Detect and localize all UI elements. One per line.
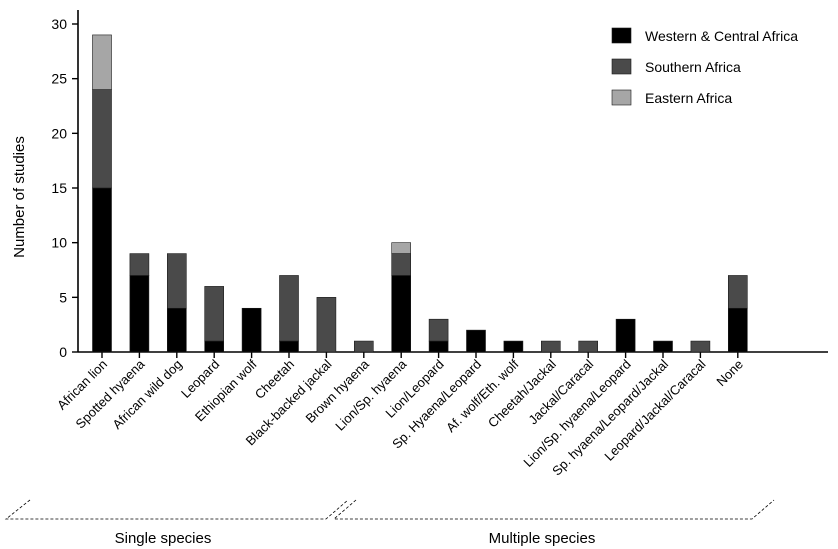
bar-segment	[353, 340, 374, 353]
group-label: Multiple species	[489, 530, 596, 547]
bar-segment	[727, 307, 748, 353]
x-tick-label: None	[713, 357, 746, 390]
legend-swatch	[611, 89, 632, 106]
bar-segment	[690, 340, 711, 353]
bar-segment	[92, 89, 112, 189]
x-tick-label: Jackal/Caracal	[525, 356, 596, 427]
bar-segment	[615, 318, 636, 353]
bar-segment	[540, 340, 561, 353]
bars	[92, 34, 748, 353]
category-groups: Single species Multiple species	[4, 499, 775, 547]
bar-segment	[578, 340, 599, 353]
y-axis-label: Number of studies	[11, 136, 28, 258]
group-bracket-single	[4, 499, 349, 520]
bar-segment	[428, 340, 449, 353]
bar-segment	[391, 242, 412, 254]
bar-segment	[129, 253, 150, 276]
group-label: Single species	[115, 530, 212, 547]
y-tick-label: 20	[51, 125, 67, 141]
bar-segment	[391, 253, 412, 276]
legend-swatch	[611, 58, 632, 75]
bar-segment	[167, 253, 187, 309]
bar-segment	[279, 275, 299, 342]
bar-segment	[279, 340, 299, 353]
legend-entry: Western & Central Africa	[645, 28, 798, 44]
y-tick-label: 0	[59, 344, 67, 360]
bar-segment	[204, 340, 224, 353]
legend-entry: Southern Africa	[645, 59, 741, 75]
bar-segment	[391, 275, 412, 353]
y-tick-label: 5	[59, 289, 67, 305]
bar-segment	[428, 318, 449, 342]
bar-segment	[503, 340, 524, 353]
y-tick-label: 10	[51, 235, 67, 251]
y-tick-label: 30	[51, 16, 67, 32]
legend-swatch	[611, 27, 632, 44]
group-bracket-multiple	[332, 499, 775, 520]
bar-segment	[167, 307, 187, 353]
bar-segment	[129, 275, 150, 353]
bar-segment	[466, 329, 486, 353]
bar-segment	[204, 286, 224, 342]
bar-segment	[316, 297, 337, 353]
y-tick-label: 25	[51, 71, 67, 87]
bar-segment	[727, 275, 748, 309]
bar-segment	[92, 34, 112, 90]
x-tick-label: African wild dog	[109, 357, 185, 433]
legend-entry: Eastern Africa	[645, 90, 732, 106]
legend: Western & Central Africa Southern Africa E…	[611, 27, 798, 106]
bar-segment	[241, 307, 262, 353]
bar-segment	[92, 187, 112, 353]
y-tick-label: 15	[51, 180, 67, 196]
bar-segment	[653, 340, 673, 353]
